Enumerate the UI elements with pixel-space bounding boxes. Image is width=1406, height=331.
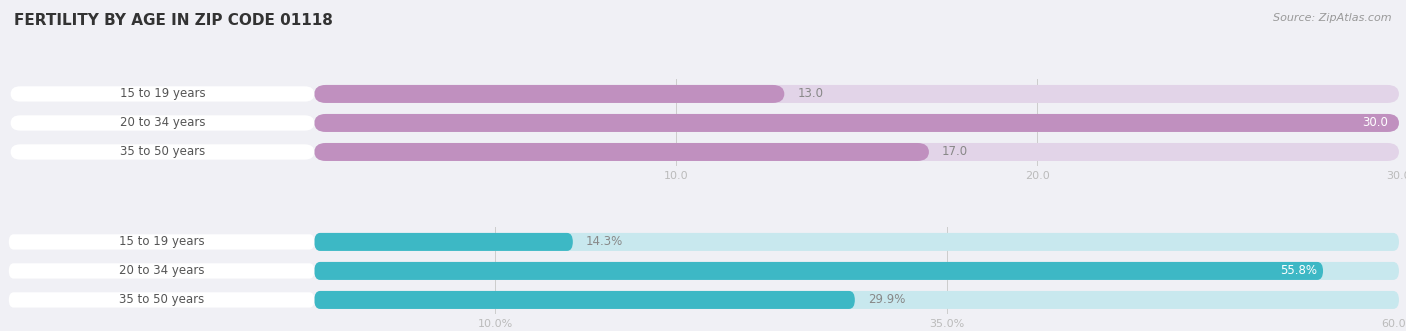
FancyBboxPatch shape — [315, 291, 855, 309]
Text: 17.0: 17.0 — [942, 145, 969, 159]
Text: FERTILITY BY AGE IN ZIP CODE 01118: FERTILITY BY AGE IN ZIP CODE 01118 — [14, 13, 333, 28]
Text: 55.8%: 55.8% — [1281, 264, 1317, 277]
Text: 13.0: 13.0 — [797, 87, 824, 100]
Text: 15 to 19 years: 15 to 19 years — [118, 235, 204, 249]
FancyBboxPatch shape — [315, 114, 1399, 132]
Text: 30.0: 30.0 — [1362, 117, 1388, 129]
Text: 35 to 50 years: 35 to 50 years — [120, 145, 205, 159]
FancyBboxPatch shape — [315, 233, 1399, 251]
Text: 35 to 50 years: 35 to 50 years — [120, 294, 204, 307]
Text: 20 to 34 years: 20 to 34 years — [120, 264, 204, 277]
FancyBboxPatch shape — [315, 85, 785, 103]
FancyBboxPatch shape — [8, 263, 315, 279]
FancyBboxPatch shape — [315, 233, 572, 251]
FancyBboxPatch shape — [315, 85, 1399, 103]
Text: 15 to 19 years: 15 to 19 years — [120, 87, 205, 100]
Text: Source: ZipAtlas.com: Source: ZipAtlas.com — [1274, 13, 1392, 23]
FancyBboxPatch shape — [315, 262, 1323, 280]
Text: 20 to 34 years: 20 to 34 years — [120, 117, 205, 129]
Text: 14.3%: 14.3% — [586, 235, 623, 249]
FancyBboxPatch shape — [315, 114, 1399, 132]
FancyBboxPatch shape — [8, 234, 315, 250]
FancyBboxPatch shape — [315, 262, 1399, 280]
FancyBboxPatch shape — [11, 115, 315, 131]
FancyBboxPatch shape — [315, 291, 1399, 309]
FancyBboxPatch shape — [11, 144, 315, 160]
FancyBboxPatch shape — [8, 292, 315, 307]
Text: 29.9%: 29.9% — [868, 294, 905, 307]
FancyBboxPatch shape — [315, 143, 1399, 161]
FancyBboxPatch shape — [315, 143, 929, 161]
FancyBboxPatch shape — [11, 86, 315, 102]
